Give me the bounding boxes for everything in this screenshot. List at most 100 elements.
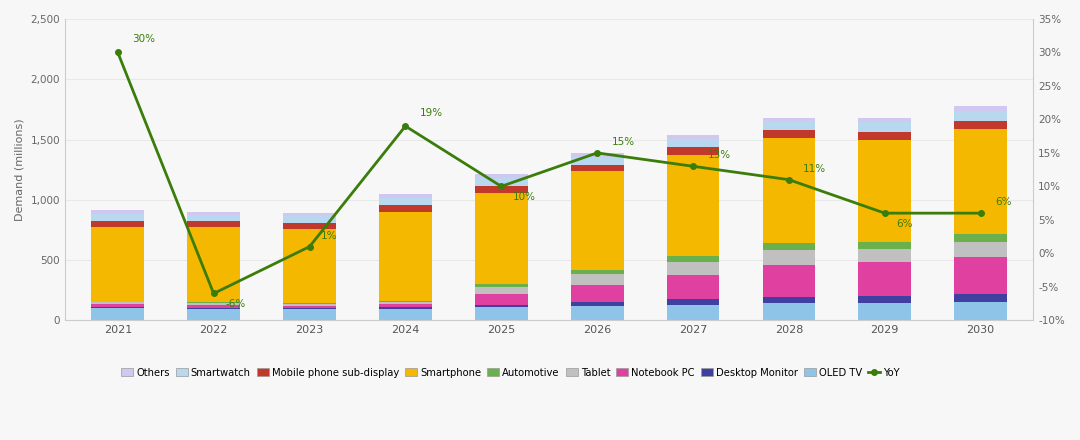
Bar <box>475 174 528 178</box>
Bar <box>762 121 815 131</box>
Bar <box>187 212 240 215</box>
YoY <box>207 291 220 296</box>
YoY <box>399 124 411 129</box>
YoY <box>687 164 700 169</box>
Bar <box>475 286 528 294</box>
Bar <box>92 308 144 320</box>
Bar <box>283 306 336 308</box>
Bar <box>762 250 815 265</box>
Bar <box>955 234 1007 242</box>
Bar <box>283 213 336 216</box>
Legend: Others, Smartwatch, Mobile phone sub-display, Smartphone, Automotive, Tablet, No: Others, Smartwatch, Mobile phone sub-dis… <box>118 363 904 381</box>
Bar <box>762 118 815 121</box>
Bar <box>859 139 912 242</box>
Bar <box>859 303 912 320</box>
Bar <box>666 256 719 262</box>
Bar <box>187 303 240 304</box>
Text: 19%: 19% <box>420 108 443 118</box>
Bar <box>571 275 623 285</box>
Bar <box>475 193 528 284</box>
Bar <box>379 194 432 198</box>
Bar <box>666 147 719 154</box>
Text: 15%: 15% <box>611 137 635 147</box>
Bar <box>475 294 528 304</box>
Bar <box>283 229 336 304</box>
Bar <box>475 304 528 307</box>
Text: 1%: 1% <box>321 231 338 241</box>
Bar <box>92 304 144 307</box>
Bar <box>187 308 240 309</box>
Bar <box>955 129 1007 234</box>
Bar <box>283 309 336 320</box>
Bar <box>283 223 336 229</box>
Bar <box>571 302 623 306</box>
Bar <box>379 301 432 302</box>
Y-axis label: Demand (millions): Demand (millions) <box>15 118 25 221</box>
Text: -6%: -6% <box>225 299 245 309</box>
Bar <box>666 299 719 304</box>
Bar <box>955 294 1007 302</box>
Bar <box>379 307 432 309</box>
Bar <box>92 302 144 304</box>
Bar <box>283 308 336 309</box>
Bar <box>666 135 719 139</box>
Bar <box>666 154 719 256</box>
Text: 11%: 11% <box>804 164 826 174</box>
Text: 30%: 30% <box>132 34 156 44</box>
Bar <box>92 213 144 221</box>
Bar <box>859 262 912 296</box>
Bar <box>92 210 144 213</box>
Bar <box>379 212 432 301</box>
Bar <box>666 139 719 147</box>
Bar <box>571 306 623 320</box>
Bar <box>859 122 912 132</box>
Bar <box>762 265 815 297</box>
Bar <box>571 285 623 302</box>
Bar <box>92 221 144 227</box>
YoY <box>591 150 604 155</box>
Bar <box>762 242 815 250</box>
Bar <box>283 304 336 306</box>
Bar <box>187 221 240 227</box>
Bar <box>379 304 432 307</box>
Bar <box>187 302 240 303</box>
Text: 13%: 13% <box>707 150 730 160</box>
YoY <box>878 210 891 216</box>
Bar <box>475 284 528 286</box>
Bar <box>571 154 623 157</box>
Bar <box>571 172 623 270</box>
Bar <box>859 296 912 303</box>
Bar <box>379 198 432 205</box>
Bar <box>92 301 144 302</box>
YoY <box>782 177 795 182</box>
Bar <box>475 307 528 320</box>
Bar <box>475 178 528 186</box>
Bar <box>187 215 240 221</box>
YoY <box>111 50 124 55</box>
YoY <box>303 244 316 249</box>
Bar <box>859 249 912 262</box>
Bar <box>955 302 1007 320</box>
Bar <box>283 216 336 223</box>
Bar <box>859 132 912 139</box>
Bar <box>187 227 240 302</box>
Bar <box>571 157 623 165</box>
YoY <box>974 210 987 216</box>
Bar <box>859 118 912 122</box>
Bar <box>571 165 623 172</box>
Bar <box>187 309 240 320</box>
Bar <box>955 242 1007 257</box>
Bar <box>187 304 240 308</box>
Text: 10%: 10% <box>513 192 536 202</box>
Bar <box>762 138 815 242</box>
Text: 6%: 6% <box>896 219 913 228</box>
Bar <box>666 275 719 299</box>
Bar <box>666 304 719 320</box>
Bar <box>859 242 912 249</box>
Bar <box>571 270 623 275</box>
YoY <box>495 184 508 189</box>
Bar <box>379 302 432 304</box>
Bar <box>955 257 1007 294</box>
Bar <box>92 227 144 301</box>
Bar <box>762 131 815 138</box>
